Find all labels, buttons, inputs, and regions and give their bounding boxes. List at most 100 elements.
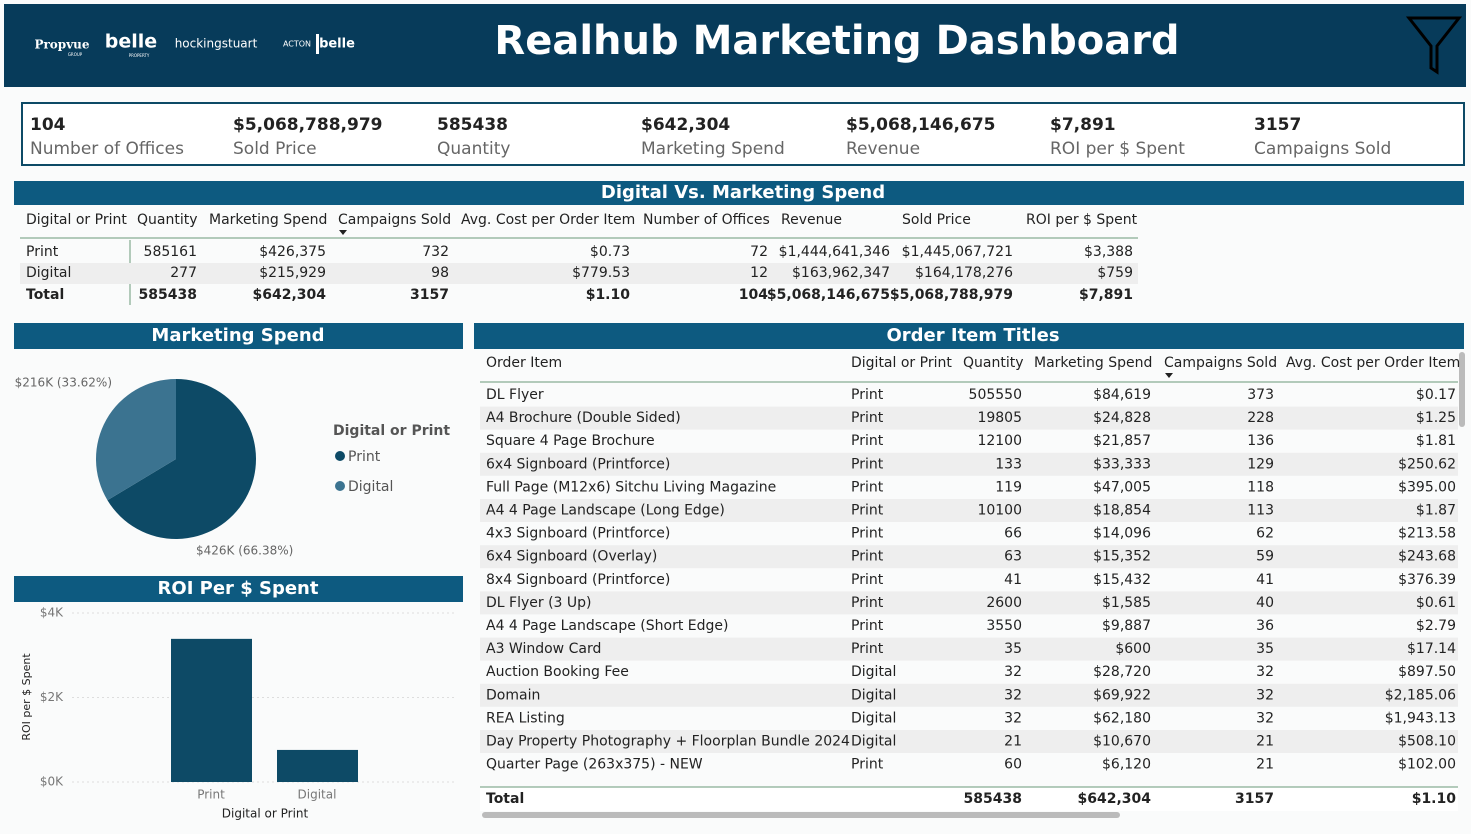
cell: 136 [1247,433,1274,449]
scrollbar[interactable] [1459,352,1465,427]
row-stripe [480,730,1458,753]
kpi-label: Sold Price [233,139,317,159]
y-tick-label: $0K [40,775,64,789]
cell: $0.61 [1416,595,1456,611]
cell: Quarter Page (263x375) - NEW [486,757,703,773]
column-header: Revenue [781,212,842,228]
pie-slice [107,378,257,540]
total-cell: 3157 [1235,791,1274,807]
cell: Print [851,387,884,403]
cell: Print [851,503,884,519]
cell: 6x4 Signboard (Printforce) [486,456,670,472]
kpi-label: ROI per $ Spent [1050,139,1185,159]
cell: $508.10 [1398,734,1456,750]
cell: Print [26,244,59,260]
cell: $759 [1097,265,1133,281]
cell: Full Page (M12x6) Sitchu Living Magazine [486,479,776,495]
cell: $164,178,276 [915,265,1013,281]
kpi-value: $7,891 [1050,115,1116,135]
logo-divider [316,34,319,54]
cell: Print [851,410,884,426]
logo: Propvue [34,38,89,52]
row-stripe [480,683,1458,707]
cell: $779.53 [572,265,630,281]
column-header: Digital or Print [26,212,127,228]
y-axis-title: ROI per $ Spent [20,653,33,741]
cell: 3550 [986,618,1022,634]
row-stripe [480,499,1458,522]
kpi-label: Number of Offices [30,139,184,159]
legend-label: Digital [348,479,393,495]
cell: $0.73 [590,244,630,260]
filter-icon[interactable] [1405,16,1463,75]
scrollbar[interactable] [482,812,1120,818]
cell: $33,333 [1093,456,1151,472]
cell: $250.62 [1398,456,1456,472]
section-header [14,323,463,349]
cell: 12 [750,265,768,281]
column-header: Sold Price [902,212,971,228]
y-tick-label: $2K [40,690,64,704]
cell: $9,887 [1102,618,1151,634]
column-header: Avg. Cost per Order Item [1286,355,1460,371]
cell: 32 [1004,664,1022,680]
cell: 32 [1256,687,1274,703]
bar [171,638,252,782]
cell: $5,068,146,675 [767,287,890,303]
cell: $395.00 [1398,479,1456,495]
cell: $1,444,641,346 [779,244,890,260]
cell: 21 [1256,757,1274,773]
cell: Digital [851,734,896,750]
cell: $426,375 [259,244,326,260]
cell: $1,585 [1102,595,1151,611]
data-label: $216K (33.62%) [15,376,112,390]
cell: 72 [750,244,768,260]
cell: Digital [26,265,71,281]
column-header: Marketing Spend [1034,355,1152,371]
cell: 10100 [977,503,1022,519]
section-header [14,576,463,602]
kpi-card [21,102,1465,166]
cell: Print [851,572,884,588]
cell: $28,720 [1093,664,1151,680]
cell: $1.10 [586,287,631,303]
cell: $1.81 [1416,433,1456,449]
cell: 59 [1256,549,1274,565]
logo: belle [105,31,157,53]
cell: DL Flyer (3 Up) [486,595,592,611]
logo: GROUP [68,52,83,57]
row-stripe [480,406,1458,430]
cell: A4 Brochure (Double Sided) [486,410,681,426]
cell: 6x4 Signboard (Overlay) [486,549,657,565]
cell: $600 [1115,641,1151,657]
kpi-value: 585438 [437,115,508,135]
cell: 12100 [977,433,1022,449]
column-header: Campaigns Sold [338,212,451,228]
column-header: Digital or Print [851,355,952,371]
cell: Total [26,287,64,303]
cell: 21 [1004,734,1022,750]
cell: 32 [1256,710,1274,726]
cell: 32 [1004,687,1022,703]
cell: A4 4 Page Landscape (Short Edge) [486,618,728,634]
logo: PROPERTY [129,53,150,58]
cell: 585438 [139,287,197,303]
sort-icon[interactable] [339,230,347,235]
cell: Print [851,595,884,611]
cell: 732 [422,244,449,260]
cell: 129 [1247,456,1274,472]
pie-slice [96,379,176,501]
cell: $213.58 [1398,526,1456,542]
x-tick-label: Print [197,788,225,802]
column-header: Quantity [137,212,198,228]
legend-label: Print [348,449,381,465]
cell: 21 [1256,734,1274,750]
cell: $1.25 [1416,410,1456,426]
sort-icon[interactable] [1165,373,1173,378]
cell: 60 [1004,757,1022,773]
x-tick-label: Digital [298,788,337,802]
column-header: Order Item [486,355,562,371]
cell: $2.79 [1416,618,1456,634]
